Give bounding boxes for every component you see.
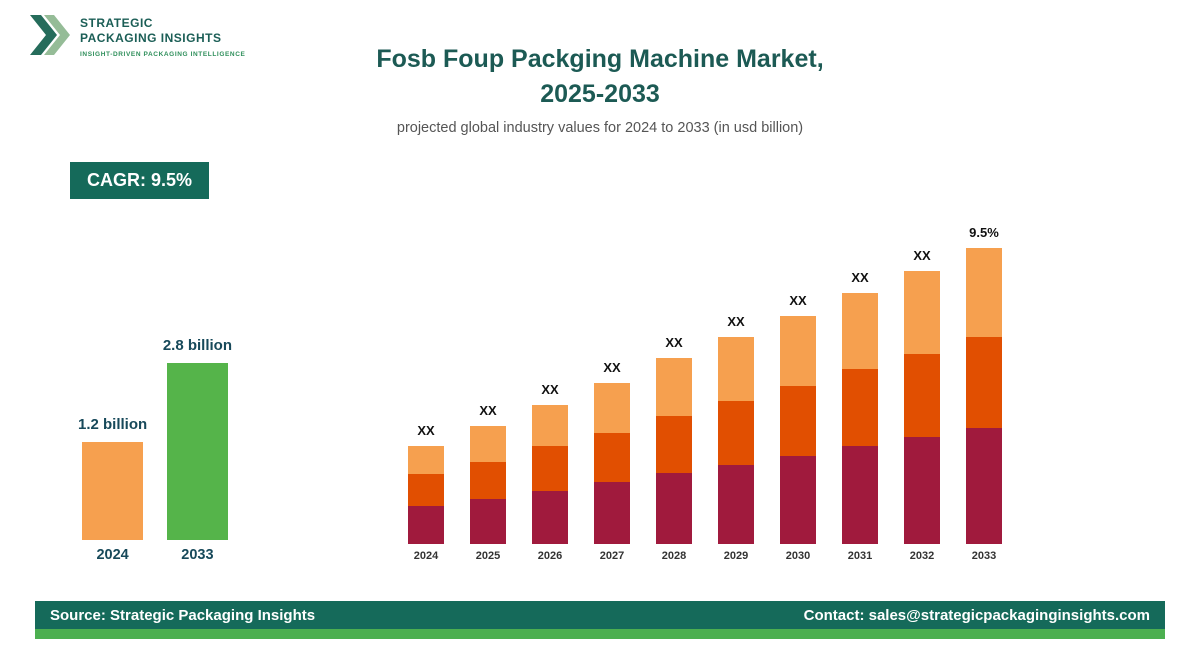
bar-value-label: XX <box>789 293 807 308</box>
bar-segment-bottom <box>594 482 630 544</box>
bar-segment-top <box>966 248 1002 337</box>
logo-chevron-icon <box>30 15 70 55</box>
bar-segment-top <box>408 446 444 474</box>
bar-segment-bottom <box>656 473 692 544</box>
mini-bar-value-label: 1.2 billion <box>78 416 148 433</box>
x-axis-label: 2030 <box>785 550 811 562</box>
bar-stack <box>966 248 1002 544</box>
x-axis-label: 2029 <box>723 550 749 562</box>
mini-bar-group-2033: 2.8 billion 2033 <box>163 337 232 563</box>
mini-bar-group-2024: 1.2 billion 2024 <box>78 416 147 563</box>
bar-group-2027: XX 2027 <box>592 360 632 562</box>
logo-text: STRATEGIC PACKAGING INSIGHTS INSIGHT-DRI… <box>80 12 245 58</box>
bar-value-label: XX <box>913 248 931 263</box>
x-axis-label: 2024 <box>413 550 439 562</box>
bar-segment-middle <box>842 369 878 446</box>
bar-stack <box>842 293 878 544</box>
bar-group-2033: 9.5% 2033 <box>964 225 1004 562</box>
bar-segment-top <box>594 383 630 433</box>
bar-segment-bottom <box>904 437 940 544</box>
x-axis-label: 2026 <box>537 550 563 562</box>
bar-stack <box>780 316 816 544</box>
bar-stack <box>718 337 754 544</box>
mini-x-axis-label: 2024 <box>96 547 129 563</box>
bar-segment-middle <box>532 446 568 491</box>
bar-stack <box>532 405 568 544</box>
x-axis-label: 2032 <box>909 550 935 562</box>
bar-segment-bottom <box>408 506 444 544</box>
bar-value-label: XX <box>603 360 621 375</box>
bar-segment-bottom <box>532 491 568 544</box>
logo-name-line2: PACKAGING INSIGHTS <box>80 31 222 45</box>
mini-bar-value-label: 2.8 billion <box>162 337 232 354</box>
bar-segment-middle <box>594 433 630 482</box>
bar-stack <box>408 446 444 544</box>
mini-bar <box>82 442 144 540</box>
footer-contact: Contact: sales@strategicpackaginginsight… <box>803 606 1150 624</box>
bar-segment-bottom <box>470 499 506 544</box>
logo-name-line1: STRATEGIC <box>80 16 153 30</box>
bar-segment-middle <box>780 386 816 456</box>
header: Fosb Foup Packging Machine Market, 2025-… <box>0 42 1200 136</box>
mini-bar <box>166 363 228 540</box>
bar-group-2028: XX 2028 <box>654 335 694 562</box>
bar-segment-top <box>532 405 568 446</box>
bar-group-2024: XX 2024 <box>406 423 446 562</box>
bar-segment-middle <box>470 462 506 499</box>
bar-value-label: XX <box>851 270 869 285</box>
page-subtitle: projected global industry values for 202… <box>396 120 804 136</box>
logo-tagline: INSIGHT-DRIVEN PACKAGING INTELLIGENCE <box>80 51 246 58</box>
bar-value-label: XX <box>541 382 559 397</box>
bar-group-2025: XX 2025 <box>468 403 508 562</box>
x-axis-label: 2033 <box>971 550 997 562</box>
bar-segment-bottom <box>842 446 878 544</box>
bar-group-2031: XX 2031 <box>840 270 880 562</box>
bar-group-2026: XX 2026 <box>530 382 570 562</box>
bar-segment-middle <box>408 474 444 506</box>
bar-group-2029: XX 2029 <box>716 314 756 562</box>
page-title-line1: Fosb Foup Packging Machine Market, <box>376 45 824 73</box>
bar-value-label: 9.5% <box>969 225 999 240</box>
bar-segment-middle <box>718 401 754 465</box>
bar-segment-bottom <box>718 465 754 544</box>
bar-segment-bottom <box>780 456 816 544</box>
x-axis-label: 2028 <box>661 550 687 562</box>
bar-value-label: XX <box>479 403 497 418</box>
page-title-line2: 2025-2033 <box>540 80 660 108</box>
footer-source: Source: Strategic Packaging Insights <box>50 606 316 624</box>
bar-segment-top <box>656 358 692 416</box>
bar-stack <box>904 271 940 544</box>
bar-value-label: XX <box>417 423 435 438</box>
bar-value-label: XX <box>727 314 745 329</box>
bar-group-2032: XX 2032 <box>902 248 942 562</box>
bar-segment-bottom <box>966 428 1002 544</box>
bar-segment-middle <box>966 337 1002 428</box>
summary-growth-chart: 1.2 billion 2024 2.8 billion 2033 <box>78 320 232 563</box>
bar-segment-top <box>780 316 816 386</box>
x-axis-label: 2031 <box>847 550 873 562</box>
yearly-stacked-chart: XX 2024 XX 2025 XX 2026 XX 2027 XX 2028 XX 2029 XX 20… <box>406 200 1004 562</box>
bar-segment-top <box>470 426 506 462</box>
bar-segment-top <box>904 271 940 354</box>
x-axis-label: 2027 <box>599 550 625 562</box>
footer-green-strip <box>35 629 1165 639</box>
cagr-badge: CAGR: 9.5% <box>70 162 210 199</box>
bar-stack <box>656 358 692 544</box>
bar-segment-top <box>718 337 754 401</box>
logo: STRATEGIC PACKAGING INSIGHTS INSIGHT-DRI… <box>30 12 245 58</box>
bar-stack <box>594 383 630 544</box>
bar-value-label: XX <box>665 335 683 350</box>
bar-segment-top <box>842 293 878 369</box>
bar-stack <box>470 426 506 544</box>
footer-bar: Source: Strategic Packaging Insights Con… <box>35 601 1165 629</box>
x-axis-label: 2025 <box>475 550 501 562</box>
bar-segment-middle <box>656 416 692 473</box>
bar-segment-middle <box>904 354 940 437</box>
bar-group-2030: XX 2030 <box>778 293 818 562</box>
mini-x-axis-label: 2033 <box>181 547 214 563</box>
